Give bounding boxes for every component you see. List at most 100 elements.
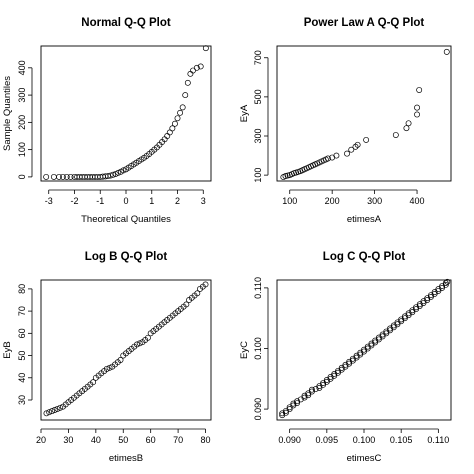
y-tick-label: 500: [253, 89, 263, 104]
data-point: [368, 342, 375, 349]
data-point: [335, 367, 341, 374]
data-point: [379, 333, 386, 340]
y-tick-label: 700: [253, 50, 263, 65]
data-point: [54, 405, 61, 412]
x-axis-label: etimesC: [347, 453, 382, 464]
x-tick-label: 0.105: [390, 435, 413, 445]
data-point: [401, 315, 408, 322]
data-point: [112, 170, 119, 177]
y-tick-label: 0.110: [253, 277, 263, 299]
x-tick-label: 60: [146, 435, 156, 445]
chart-panel-4: Log C Q-Q Plot 0.090 0.095 0.100 0.105 0.110 0…: [239, 251, 452, 464]
data-point: [174, 115, 181, 122]
data-point: [282, 407, 289, 414]
data-point: [331, 372, 338, 379]
data-point: [294, 400, 301, 406]
data-point: [435, 287, 442, 294]
data-point: [352, 143, 359, 150]
data-point: [286, 404, 293, 411]
data-point: [305, 392, 312, 399]
data-point: [51, 407, 58, 413]
x-tick-label: 0.090: [278, 435, 301, 445]
data-point: [431, 289, 438, 296]
data-point: [424, 297, 431, 303]
data-point: [439, 283, 446, 290]
data-point: [190, 67, 196, 74]
data-point: [414, 111, 420, 118]
data-point: [57, 404, 64, 411]
x-tick-label: 0.100: [353, 435, 376, 445]
data-point: [444, 278, 451, 285]
data-point: [348, 146, 355, 153]
data-point: [67, 173, 74, 180]
data-point: [43, 410, 50, 417]
data-point: [197, 63, 204, 70]
data-point: [416, 301, 423, 308]
x-axis-label: Theoretical Quantiles: [81, 214, 171, 225]
data-point: [346, 358, 353, 365]
data-point: [164, 133, 171, 139]
y-tick-label: 0: [17, 174, 27, 179]
y-tick-label: 200: [17, 115, 27, 130]
data-point: [416, 87, 423, 93]
plot-frame: [40, 279, 212, 421]
data-point: [409, 309, 416, 316]
data-point: [349, 355, 356, 362]
x-tick-label: -3: [45, 196, 53, 206]
data-point: [43, 173, 50, 180]
data-point: [46, 409, 53, 416]
data-point: [320, 381, 327, 388]
x-tick-label: 30: [63, 435, 73, 445]
data-point: [338, 364, 345, 371]
data-point: [193, 64, 200, 71]
data-point: [323, 378, 330, 385]
data-point: [435, 286, 442, 293]
data-point: [420, 298, 427, 305]
data-point: [120, 167, 127, 174]
data-point: [405, 310, 412, 317]
data-point: [335, 369, 341, 376]
data-point: [284, 172, 291, 179]
data-point: [394, 321, 401, 328]
y-tick-label: 400: [17, 60, 27, 75]
data-point: [179, 104, 186, 111]
data-point: [390, 322, 397, 329]
data-point: [169, 125, 176, 132]
data-point: [443, 48, 450, 55]
data-point: [308, 386, 315, 393]
data-point: [368, 340, 375, 347]
y-tick-label: 50: [17, 351, 27, 361]
data-point: [184, 79, 191, 86]
data-point: [390, 324, 397, 331]
data-point: [282, 409, 289, 416]
data-point: [375, 334, 382, 341]
data-point: [405, 312, 412, 319]
data-point: [439, 284, 446, 291]
data-point: [372, 337, 379, 344]
data-point: [394, 319, 401, 326]
x-tick-label: 40: [91, 435, 101, 445]
data-point: [177, 109, 184, 116]
y-tick-label: 70: [17, 306, 27, 316]
data-point: [136, 340, 143, 347]
data-point: [344, 150, 350, 157]
data-point: [297, 396, 304, 403]
y-axis-label: EyC: [239, 341, 250, 359]
data-point: [379, 331, 386, 338]
data-point: [357, 349, 364, 356]
y-tick-label: 100: [17, 142, 27, 157]
data-point: [49, 408, 55, 415]
chart-panel-2: Power Law A Q-Q Plot 100 200 300 400 100 300 50…: [239, 17, 452, 225]
chart-title: Log B Q-Q Plot: [85, 251, 168, 263]
x-tick-label: -1: [96, 196, 104, 206]
x-tick-label: 0.110: [427, 435, 449, 445]
y-axis-label: Sample Quantiles: [2, 76, 13, 151]
chart-title: Normal Q-Q Plot: [81, 17, 171, 29]
data-point: [327, 374, 334, 380]
data-point: [353, 354, 360, 361]
data-point: [323, 377, 330, 383]
data-point: [342, 363, 349, 370]
data-point: [103, 365, 110, 372]
data-point: [413, 306, 420, 313]
x-tick-label: 200: [325, 196, 340, 206]
